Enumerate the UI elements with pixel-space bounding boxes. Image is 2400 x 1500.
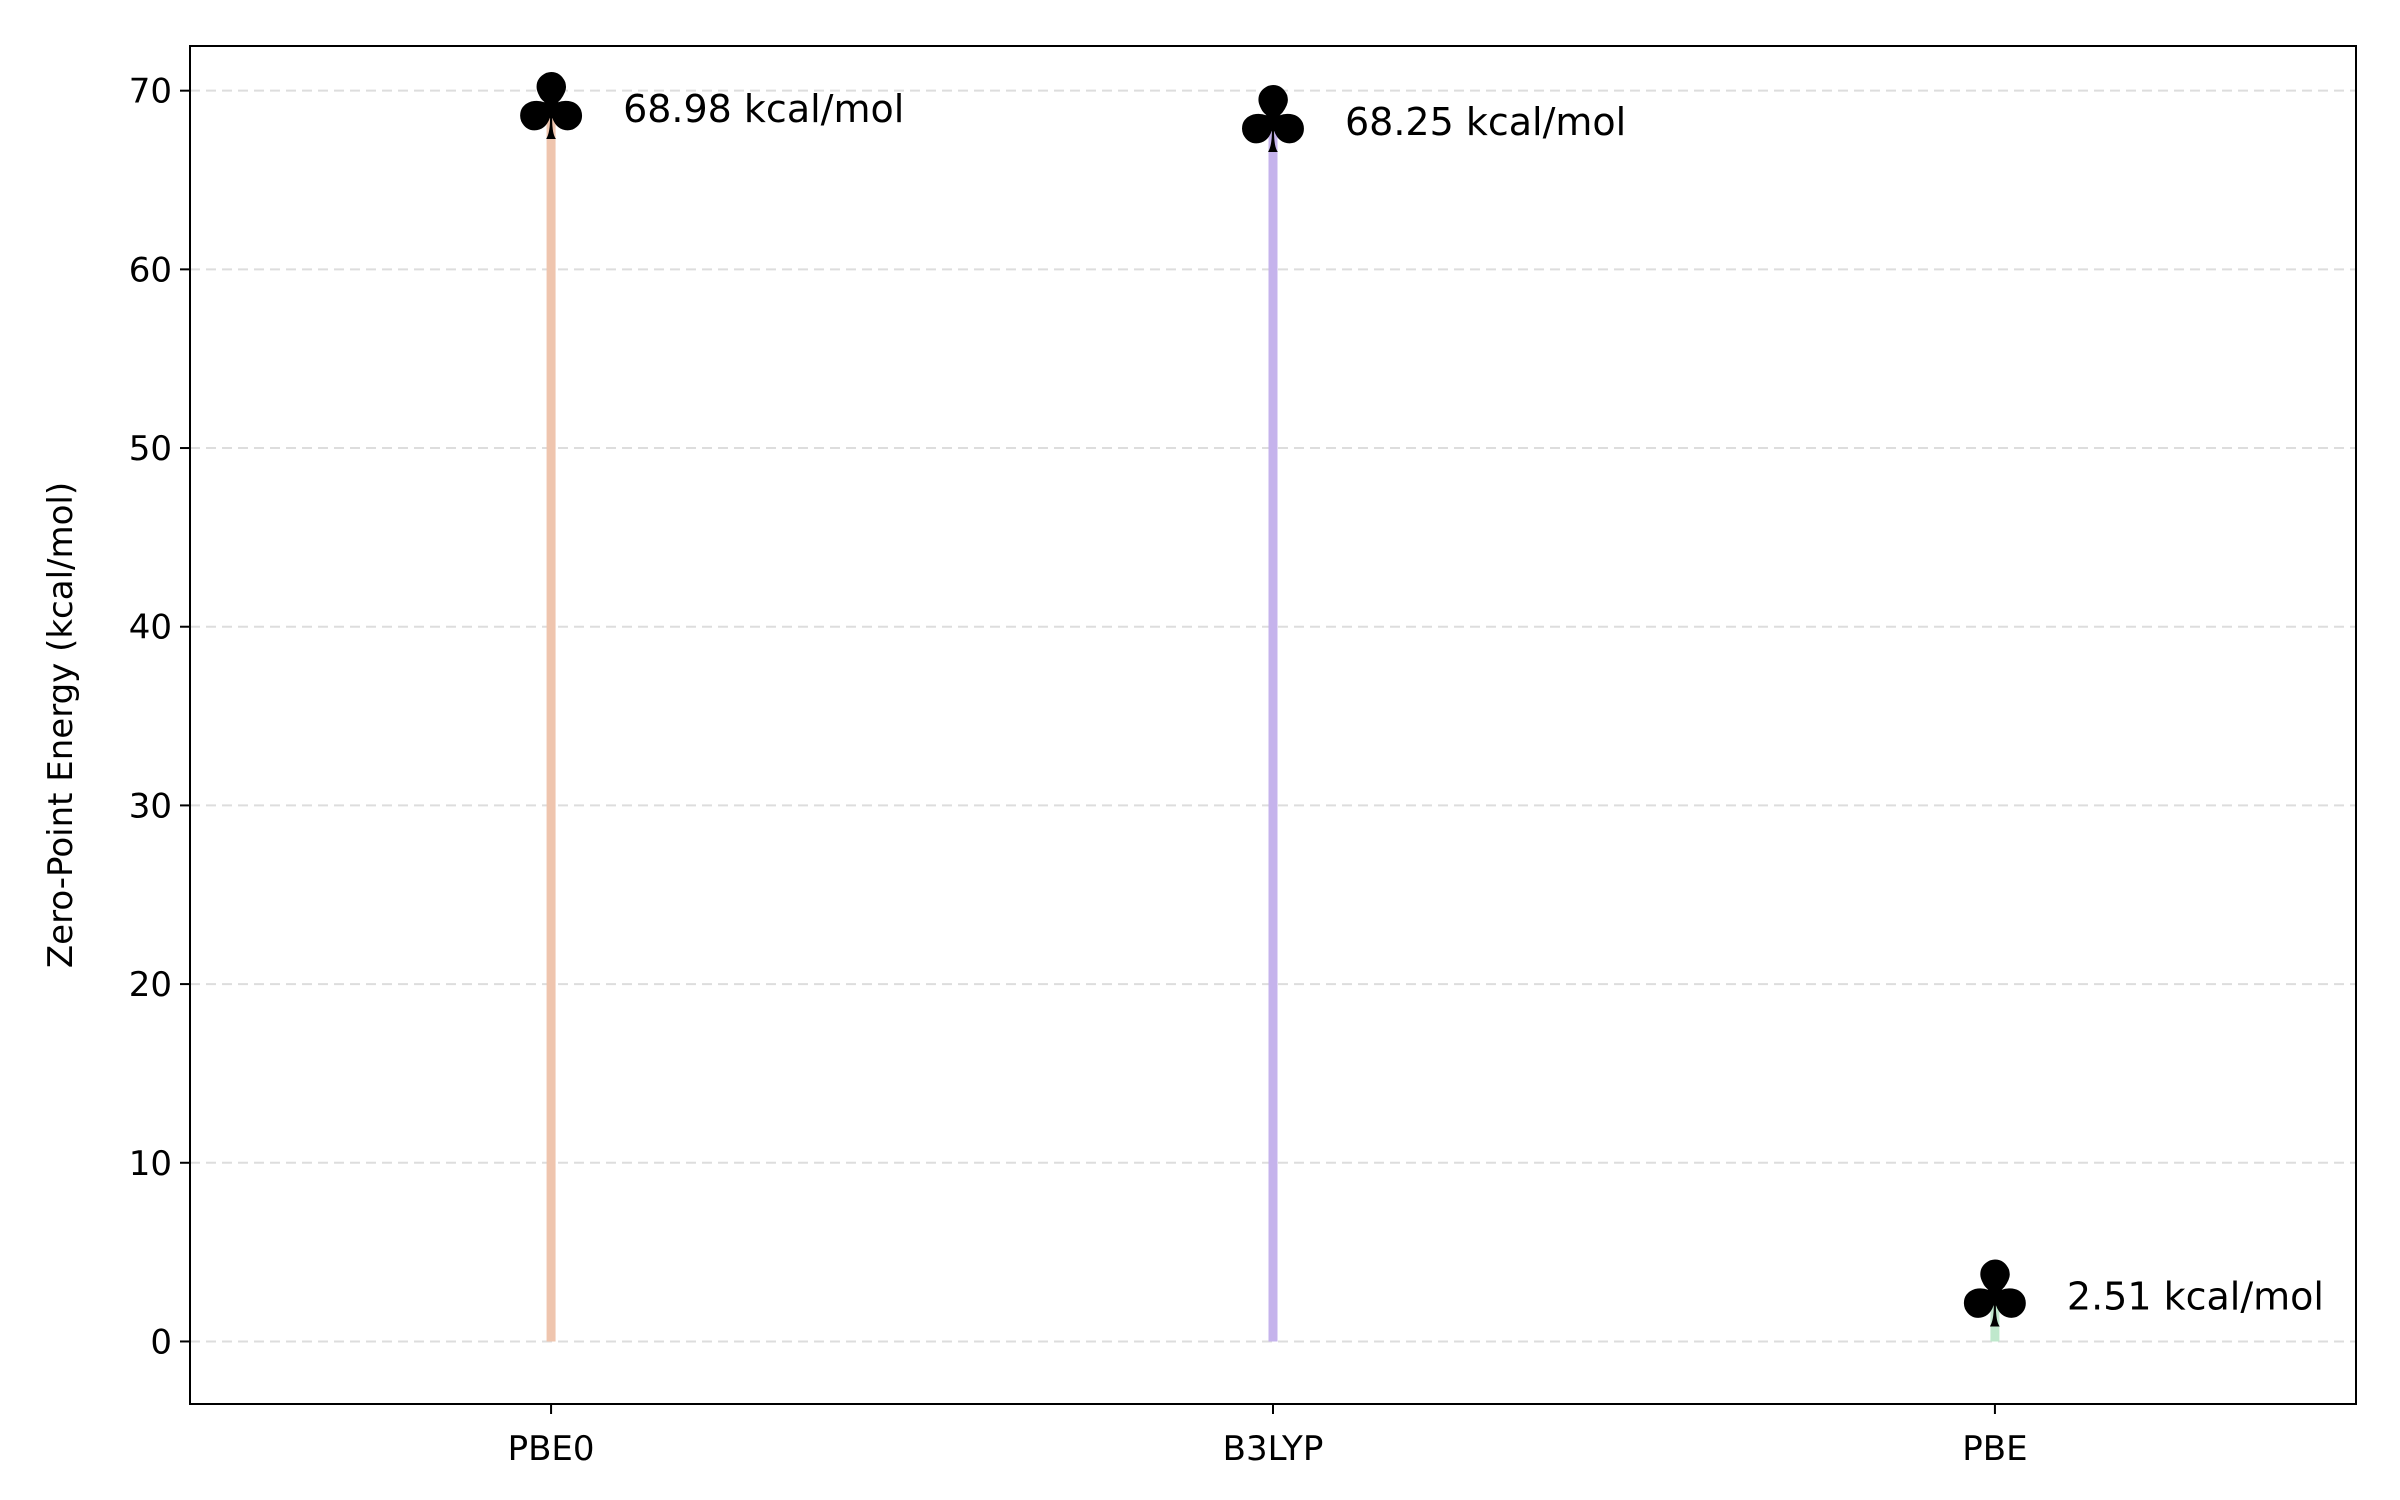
x-tick-label: PBE xyxy=(1962,1429,2027,1469)
data-label: 68.98 kcal/mol xyxy=(623,87,904,131)
y-tick-label: 10 xyxy=(129,1144,172,1184)
markers: ♣ ♣ ♣ xyxy=(510,54,2036,1349)
x-tick-label: B3LYP xyxy=(1223,1429,1324,1469)
y-tick-label: 40 xyxy=(129,608,172,648)
club-marker-icon: ♣ xyxy=(1954,1242,2036,1349)
stems xyxy=(546,108,2000,1342)
y-tick-label: 0 xyxy=(150,1322,172,1362)
x-tick-label: PBE0 xyxy=(508,1429,595,1469)
y-tick-label: 60 xyxy=(129,250,172,290)
data-labels: 68.98 kcal/mol 68.25 kcal/mol 2.51 kcal/mo… xyxy=(623,87,2324,1319)
y-tick-label: 20 xyxy=(129,965,172,1005)
data-label: 68.25 kcal/mol xyxy=(1345,100,1626,144)
y-axis-title: Zero-Point Energy (kcal/mol) xyxy=(41,482,81,968)
club-marker-icon: ♣ xyxy=(1232,67,1314,174)
y-tick-label: 70 xyxy=(129,72,172,112)
y-tick-label: 30 xyxy=(129,786,172,826)
y-axis-ticks: 0 10 20 30 40 50 60 70 xyxy=(129,72,190,1362)
x-axis-ticks: PBE0 B3LYP PBE xyxy=(508,1404,2028,1469)
data-label: 2.51 kcal/mol xyxy=(2067,1275,2324,1319)
club-marker-icon: ♣ xyxy=(510,54,592,161)
y-tick-label: 50 xyxy=(129,429,172,469)
